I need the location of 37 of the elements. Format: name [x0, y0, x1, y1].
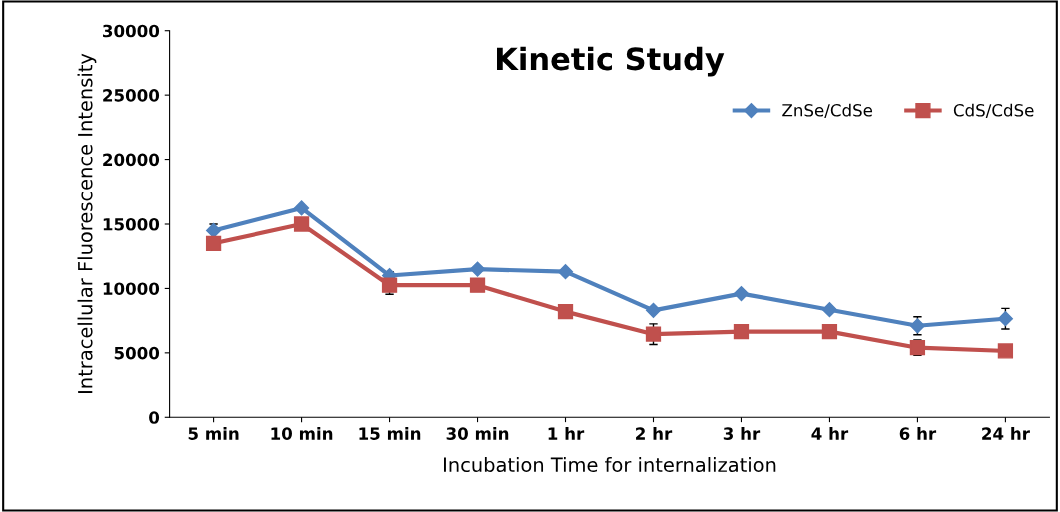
- x-tick-label: 30 min: [446, 427, 509, 440]
- y-tick-label: 0: [149, 411, 160, 424]
- legend-label: ZnSe/CdSe: [782, 103, 873, 118]
- text: Kinetic Study: [497, 46, 725, 77]
- point: [997, 311, 1013, 327]
- y-axis-title: Intracellular Fluorescence Intensity: [77, 53, 97, 393]
- y-tick-label: 20000: [103, 153, 160, 167]
- y-tick-label: 25000: [103, 89, 160, 102]
- point: [293, 216, 310, 232]
- point: [557, 264, 574, 280]
- legend-label: CdS/CdSe: [953, 103, 1034, 118]
- point: [645, 326, 662, 342]
- point: [557, 303, 574, 320]
- point: [821, 302, 838, 318]
- x-tick-label: 10 min: [271, 427, 333, 440]
- x-tick-label: 2 hr: [636, 427, 673, 440]
- y-tick-label: 10000: [103, 282, 160, 295]
- point: [293, 200, 310, 216]
- point: [645, 302, 662, 318]
- x-tick-label: 5 min: [188, 427, 239, 440]
- x-tick-label: 4 hr: [811, 427, 849, 440]
- point: [997, 343, 1014, 359]
- x-axis-title: Incubation Time for internalization: [444, 457, 776, 473]
- y-tick-label: 30000: [103, 24, 160, 38]
- x-tick-label: 15 min: [359, 427, 421, 440]
- x-tick-label: 3 hr: [723, 427, 761, 440]
- x-tick-label: 1 hr: [548, 427, 585, 440]
- point: [469, 277, 486, 293]
- point: [821, 323, 838, 340]
- x-tick-label: 24 hr: [982, 427, 1030, 440]
- x-tick-label: 6 hr: [899, 427, 937, 440]
- point: [733, 286, 750, 302]
- y-tick-label: 15000: [103, 217, 160, 231]
- point: [733, 323, 750, 340]
- y-tick-label: 5000: [114, 346, 160, 360]
- point: [469, 261, 486, 277]
- point: [205, 235, 222, 251]
